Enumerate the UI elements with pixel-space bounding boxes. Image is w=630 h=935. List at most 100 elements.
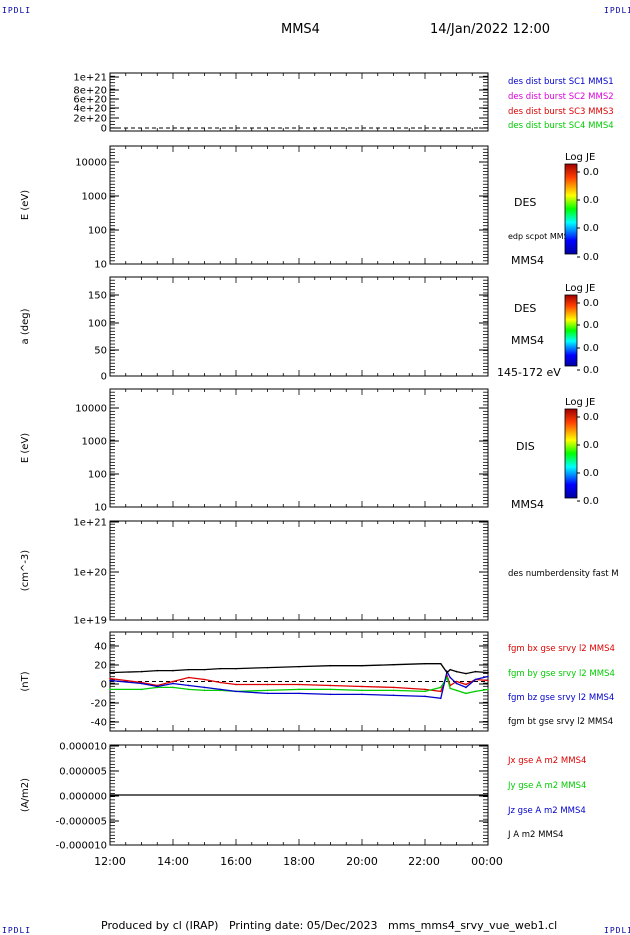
p6-data-point-green [266, 689, 269, 692]
p6-data-point-green [361, 689, 363, 692]
corner-label-bottom-left: IPDLI [2, 926, 32, 935]
p6-data-point-black [449, 668, 452, 671]
p1-frame [109, 72, 489, 132]
p4-ytick-label: 10 [94, 503, 107, 514]
p6-data-point-green [424, 690, 426, 693]
p3-ylabel: a (deg) [20, 308, 31, 344]
footer-producer: Produced by cl (IRAP) [101, 919, 219, 932]
p6-data-point-black [156, 669, 159, 672]
p5-legend-entry: des numberdensity fast M [508, 569, 619, 579]
p4-colorbar-value: 0.0 [583, 468, 599, 479]
p1-ytick-label: 1e+21 [73, 73, 107, 84]
p6-data-point-red [219, 681, 222, 684]
p4-frame [109, 388, 489, 508]
p4-side-label: MMS4 [511, 498, 544, 511]
p6-data-point-green [455, 689, 458, 692]
p6-data-point-black [439, 662, 442, 665]
p1-ytick-label: 6e+20 [73, 95, 107, 106]
p4-colorbar-value: 0.0 [583, 412, 599, 423]
p6-data-point-red [465, 683, 467, 686]
p6-data-point-black [235, 667, 237, 670]
p6-data-point-blue [474, 678, 477, 681]
x-axis-tick-label: 00:00 [471, 855, 503, 868]
p2-colorbar [564, 163, 578, 255]
x-axis-tick-label: 12:00 [94, 855, 126, 868]
p6-data-point-red [298, 683, 300, 686]
p6-data-point-black [172, 669, 174, 672]
p6-data-point-blue [235, 690, 237, 693]
p6-data-point-red [187, 676, 190, 679]
p6-data-point-blue [187, 684, 190, 687]
p6-data-point-green [439, 686, 442, 689]
p6-data-point-blue [392, 694, 395, 697]
p2-ytick-label: 10000 [75, 158, 107, 169]
p6-data-point-green [392, 689, 395, 692]
p6-data-point-blue [219, 688, 222, 691]
p6-ytick-label: 40 [94, 642, 107, 653]
p6-data-point-red [266, 683, 269, 686]
p1-legend-entry: des dist burst SC4 MMS4 [508, 121, 614, 131]
p6-data-point-green [172, 686, 174, 689]
p2-colorbar-value: 0.0 [583, 223, 599, 234]
p3-colorbar-value: 0.0 [583, 343, 599, 354]
x-axis-tick-label: 18:00 [283, 855, 315, 868]
p4-colorbar-value: 0.0 [583, 496, 599, 507]
p6-data-point-red [203, 678, 206, 681]
p6-data-point-blue [487, 675, 489, 678]
corner-label-top-left: IPDLI [2, 6, 32, 15]
p6-data-point-green [487, 688, 489, 691]
p6-data-point-green [203, 689, 206, 692]
p7-ytick-label: 0.000000 [59, 792, 107, 803]
p6-data-point-red [424, 688, 426, 691]
p7-ytick-label: 0.000005 [59, 767, 107, 778]
p6-ytick-label: -40 [91, 718, 107, 729]
p4-colorbar [564, 408, 578, 499]
p6-data-point-red [439, 690, 442, 693]
p2-side-label: DES [514, 196, 536, 209]
x-axis-tick-label: 20:00 [346, 855, 378, 868]
p2-ytick-label: 1000 [82, 192, 107, 203]
p6-data-point-blue [449, 676, 452, 679]
p4-side-label: DIS [516, 440, 535, 453]
p4-ylabel: E (eV) [20, 433, 31, 463]
footer-file: mms_mms4_srvy_vue_web1.cl [388, 919, 558, 932]
p6-data-point-red [235, 683, 237, 686]
p6-data-point-green [449, 687, 452, 690]
p2-colorbar-title: Log JE [565, 152, 595, 163]
p7-legend-entry: J A m2 MMS4 [507, 830, 564, 840]
p6-legend-entry: fgm by gse srvy l2 MMS4 [508, 669, 615, 679]
p3-side-label: MMS4 [511, 334, 544, 347]
p6-data-point-blue [455, 682, 458, 685]
p4-ytick-label: 10000 [75, 404, 107, 415]
p7-ytick-label: -0.000005 [56, 817, 107, 828]
p6-data-point-green [298, 688, 300, 691]
p6-data-point-black [424, 662, 426, 665]
p6-series-line-black [109, 663, 489, 675]
p6-data-point-blue [203, 686, 206, 689]
p6-data-point-blue [172, 682, 174, 685]
p6-data-point-green [140, 688, 143, 691]
p7-legend-entry: Jz gse A m2 MMS4 [507, 806, 586, 816]
p6-data-point-blue [465, 686, 467, 689]
p6-data-point-blue [298, 692, 300, 695]
p3-colorbar-title: Log JE [565, 283, 595, 294]
p3-colorbar-value: 0.0 [583, 365, 599, 376]
p6-data-point-red [455, 680, 458, 683]
p3-ytick-label: 150 [88, 291, 107, 302]
p6-data-point-red [392, 686, 395, 689]
p6-data-point-black [392, 663, 395, 666]
corner-label-top-right: IPDLI [604, 6, 630, 15]
date-title: 14/Jan/2022 12:00 [430, 22, 551, 37]
p6-data-point-blue [329, 693, 332, 696]
p6-data-point-black [329, 664, 332, 667]
p3-side-label: DES [514, 302, 536, 315]
p1-legend-entry: des dist burst SC2 MMS2 [508, 92, 614, 102]
p3-colorbar-value: 0.0 [583, 320, 599, 331]
p6-data-point-green [446, 676, 448, 679]
p6-data-point-black [203, 668, 206, 671]
p2-side-label: MMS4 [511, 254, 544, 267]
p3-frame [109, 276, 489, 377]
p6-data-point-blue [109, 679, 111, 682]
p2-colorbar-value: 0.0 [583, 252, 599, 263]
